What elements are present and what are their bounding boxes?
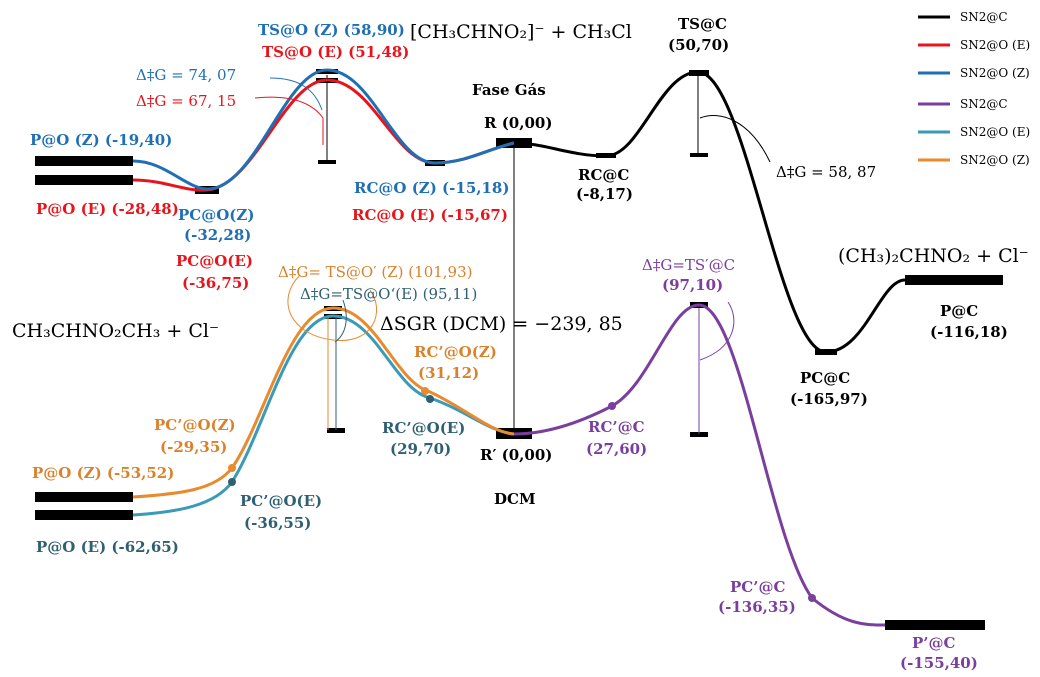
gas-pc-c-value: (-165,97): [790, 390, 868, 408]
dcm-rc-o-e-name: RC’@O(E): [382, 419, 465, 437]
dcm-rc-o-e-marker: [426, 395, 434, 403]
gas-pc-c-name: PC@C: [800, 369, 850, 387]
dcm-pc-o-e-name: PC’@O(E): [240, 492, 322, 510]
dcm-pc-o-z-marker: [228, 464, 236, 472]
dcm-pc-c-marker: [808, 594, 816, 602]
dcm-heading: DCM: [494, 490, 536, 508]
dcm-rc-c-marker: [608, 402, 616, 410]
delta-s-g-heading: ΔSGR (DCM) = −239, 85: [380, 313, 623, 335]
dcm-rc-o-e-value: (29,70): [390, 440, 451, 458]
dcm-pc-o-e-value: (-36,55): [244, 514, 311, 532]
dcm-curve-c: [513, 303, 886, 627]
gas-phase-heading: Fase Gás: [472, 81, 546, 99]
gas-p-c-value: (-116,18): [930, 323, 1008, 341]
dcm-pc-o-z-value: (-29,35): [160, 438, 227, 456]
dcm-ts-o-z-label: Δ‡G= TS@O′ (Z) (101,93): [278, 263, 473, 281]
gas-r-label: R (0,00): [484, 114, 552, 132]
dcm-dg-c-arc: [699, 301, 735, 361]
dcm-curve-o-e: [132, 314, 515, 517]
dcm-p-o-e-label: P@O (E) (-62,65): [36, 538, 179, 556]
dcm-ts-c-base: [690, 432, 708, 437]
gas-p-c-bar: [905, 275, 1003, 285]
dcm-p-c-name: P’@C: [912, 634, 956, 652]
gas-pc-o-z-name: PC@O(Z): [178, 206, 254, 224]
legend-label-5: SN2@O (E): [960, 125, 1030, 139]
dcm-p-c-bar: [885, 620, 985, 630]
dcm-ts-o-e-label: Δ‡G=TS@O‘(E) (95,11): [300, 285, 477, 303]
gas-ts-c-base: [690, 153, 708, 157]
gas-dg-o-z-arc: [269, 77, 323, 111]
gas-pc-o-e-name: PC@O(E): [176, 252, 253, 270]
dcm-p-o-z-bar: [35, 492, 133, 502]
dcm-p-c-value: (-155,40): [900, 654, 978, 672]
gas-dg-c-arc: [699, 114, 771, 163]
dcm-p-o-z-label: P@O (Z) (-53,52): [32, 464, 174, 482]
gas-dg-o-e-arc: [254, 96, 324, 145]
gas-curve-o-z: [132, 68, 515, 191]
dcm-pc-o-e-marker: [228, 478, 236, 486]
gas-rc-o-z-label: RC@O (Z) (-15,18): [354, 179, 509, 197]
dcm-ts-o-base: [327, 428, 345, 433]
dcm-p-o-e-bar: [35, 510, 133, 520]
gas-pc-o-z-value: (-32,28): [184, 226, 251, 244]
dcm-ts-c-name: Δ‡G=TS′@C: [642, 256, 735, 274]
gas-curve-c: [513, 70, 906, 354]
legend-label-6: SN2@O (Z): [960, 153, 1030, 167]
legend-label-1: SN2@C: [960, 10, 1008, 24]
dcm-rc-o-z-marker: [421, 387, 429, 395]
legend-label-2: SN2@O (E): [960, 38, 1030, 52]
dcm-pc-o-z-name: PC’@O(Z): [154, 416, 236, 434]
gas-dg-c-label: Δ‡G = 58, 87: [776, 163, 876, 181]
o-products-left-heading: CH₃CHNO₂CH₃ + Cl⁻: [12, 320, 219, 342]
gas-p-o-e-bar: [35, 175, 133, 185]
dcm-rc-o-z-value: (31,12): [418, 364, 479, 382]
gas-rc-c-value: (-8,17): [576, 185, 633, 203]
dcm-rc-c-value: (27,60): [586, 440, 647, 458]
gas-ts-c-value: (50,70): [668, 36, 729, 54]
gas-pc-o-e-value: (-36,75): [182, 274, 249, 292]
gas-ts-o-e-label: TS@O (E) (51,48): [262, 43, 409, 61]
dcm-dg-o-z-arc: [287, 274, 378, 341]
dcm-r-label: R′ (0,00): [480, 446, 552, 464]
gas-dg-o-z-label: Δ‡G = 74, 07: [136, 66, 236, 84]
dcm-rc-o-z-name: RC’@O(Z): [414, 343, 497, 361]
legend-label-3: SN2@O (Z): [960, 66, 1030, 80]
gas-reactants-heading: [CH₃CHNO₂]⁻ + CH₃Cl: [410, 21, 632, 43]
legend: SN2@C SN2@O (E) SN2@O (Z) SN2@C SN2@O (E…: [918, 10, 1030, 167]
gas-p-o-z-bar: [35, 156, 133, 166]
dcm-curve-o-z: [132, 306, 515, 499]
legend-label-4: SN2@C: [960, 97, 1008, 111]
dcm-pc-c-name: PC’@C: [730, 578, 785, 596]
gas-p-o-e-label: P@O (E) (-28,48): [36, 200, 179, 218]
dcm-pc-c-value: (-136,35): [718, 598, 796, 616]
dcm-rc-c-name: RC’@C: [588, 418, 645, 436]
gas-rc-o-e-label: RC@O (E) (-15,67): [352, 206, 508, 224]
dcm-ts-c-value: (97,10): [662, 276, 723, 294]
gas-rc-c-name: RC@C: [578, 166, 629, 184]
gas-dg-o-e-label: Δ‡G = 67, 15: [136, 92, 236, 110]
gas-ts-o-z-label: TS@O (Z) (58,90): [258, 21, 405, 39]
gas-p-o-z-label: P@O (Z) (-19,40): [30, 131, 172, 149]
gas-p-c-name: P@C: [940, 302, 978, 320]
dcm-level-bars: [35, 302, 985, 630]
dcm-dg-o-e-arc: [334, 299, 347, 343]
gas-products-right-heading: (CH₃)₂CHNO₂ + Cl⁻: [838, 245, 1029, 267]
gas-ts-c-name: TS@C: [678, 15, 727, 33]
